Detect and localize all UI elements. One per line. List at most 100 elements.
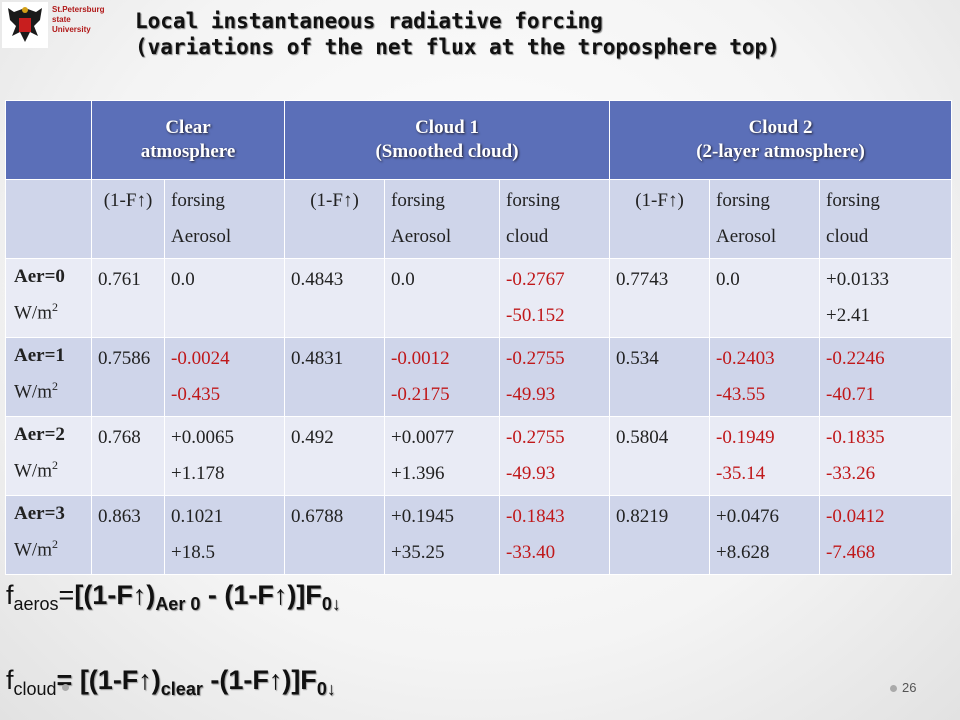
formula-cloud: fcloud= [(1-F↑)clear -(1-F↑)]F0↓ [6,665,336,700]
data-row: Aer=2 W/m2 0.768 +0.0065 +1.178 0.492 +0.0077 +… [5,416,953,496]
cell-value: 0.7586 [98,348,151,369]
data-cell: 0.8219 [609,495,711,575]
cell-value: +1.396 [391,463,445,484]
row-label: Aer=2 W/m2 [5,416,92,496]
bullet-dot [890,685,897,692]
formula-part: = [58,580,75,610]
data-cell: 0.4843 [284,258,386,338]
formula-part: Aer 0 [155,594,201,614]
data-cell: 0.492 [284,416,386,496]
cell-value: 0.7743 [616,269,669,290]
row-label: Aer=3 W/m2 [5,495,92,575]
data-row: Aer=1 W/m2 0.7586 -0.0024 -0.435 0.4831 -0.001… [5,337,953,417]
logo-line: St.Petersburg [52,5,105,14]
data-cell: -0.2767 -50.152 [499,258,611,338]
unit-exponent: 2 [52,537,58,551]
subheader-line: (1-F↑) [103,190,153,211]
cell-value: 0.4843 [291,269,344,290]
data-cell: -0.0012 -0.2175 [384,337,501,417]
slide-title: Local instantaneous radiative forcing (va… [135,8,780,60]
cell-value: -33.26 [826,463,876,484]
cell-value: +2.41 [826,305,870,326]
cell-value: +8.628 [716,542,770,563]
data-cell: 0.0 [384,258,501,338]
results-table: Clear atmosphere Cloud 1 (Smoothed cloud) Cl… [5,100,953,575]
cell-value: -0.1949 [716,427,775,448]
data-cell: -0.1843 -33.40 [499,495,611,575]
subheader-line: forsing [391,190,445,211]
cell-value: -49.93 [506,463,556,484]
cell-value: 0.0 [391,269,415,290]
logo-text: St.Petersburg state University [52,5,104,35]
data-cell: +0.0476 +8.628 [709,495,821,575]
page-number: 26 [902,680,917,695]
cell-value: 0.768 [98,427,141,448]
cell-value: -49.93 [506,384,556,405]
formula-part: aeros [13,594,59,614]
logo-crest [2,2,48,48]
cell-value: -0.2175 [391,384,450,405]
cell-value: -40.71 [826,384,876,405]
cell-value: 0.0 [171,269,195,290]
subheader-line: Aerosol [716,226,777,247]
header-cell: Cloud 1 (Smoothed cloud) [284,100,611,180]
subheader-line: Aerosol [171,226,232,247]
data-cell: 0.768 [91,416,165,496]
data-cell: 0.5804 [609,416,711,496]
data-cell: -0.0024 -0.435 [163,337,286,417]
header-cell: Cloud 2 (2-layer atmosphere) [609,100,953,180]
header-line: Cloud 1 [415,117,479,138]
data-cell: -0.2246 -40.71 [819,337,953,417]
cell-value: 0.761 [98,269,141,290]
cell-value: +0.0133 [826,269,889,290]
data-cell: 0.7586 [91,337,165,417]
row-unit: W/m2 [14,371,85,407]
data-cell: 0.761 [91,258,165,338]
subheader-cell: forsing Aerosol [709,179,821,259]
data-cell: 0.1021 +18.5 [163,495,286,575]
data-cell: 0.4831 [284,337,386,417]
cell-value: -0.1843 [506,506,565,527]
row-label-text: Aer=0 [14,266,65,287]
unit-exponent: 2 [52,300,58,314]
data-cell: -0.2755 -49.93 [499,416,611,496]
subheader-cell: forsing Aerosol [163,179,286,259]
row-unit: W/m2 [14,529,85,565]
cell-value: +18.5 [171,542,215,563]
unit-text: W/m [14,302,52,324]
cell-value: 0.492 [291,427,334,448]
logo-line: University [52,25,91,34]
cell-value: +0.1945 [391,506,454,527]
formula-part: - (1-F↑)]F [200,580,322,610]
unit-text: W/m [14,539,52,561]
row-label-text: Aer=2 [14,424,65,445]
cell-value: 0.4831 [291,348,344,369]
formula-part: 0↓ [316,679,336,699]
formula-part: clear [160,679,203,699]
data-cell: 0.7743 [609,258,711,338]
title-line: (variations of the net flux at the tropo… [135,35,780,59]
subheader-line: cloud [826,226,869,247]
cell-value: -43.55 [716,384,766,405]
subheader-row: (1-F↑) forsing Aerosol (1-F↑) forsing Aerosol… [5,179,953,259]
cell-value: 0.534 [616,348,659,369]
formula-part: cloud [13,679,57,699]
unit-exponent: 2 [52,379,58,393]
cell-value: -0.2755 [506,348,565,369]
cell-value: -7.468 [826,542,876,563]
cell-value: -0.1835 [826,427,885,448]
subheader-line: cloud [506,226,549,247]
data-cell: -0.0412 -7.468 [819,495,953,575]
title-line: Local instantaneous radiative forcing [135,9,603,33]
data-cell: -0.1949 -35.14 [709,416,821,496]
unit-text: W/m [14,381,52,403]
cell-value: 0.5804 [616,427,669,448]
formula-part: = [(1-F↑) [56,665,161,695]
header-row: Clear atmosphere Cloud 1 (Smoothed cloud) Cl… [5,100,953,180]
data-cell: +0.1945 +35.25 [384,495,501,575]
header-line: Clear [165,117,211,138]
row-label: Aer=0 W/m2 [5,258,92,338]
cell-value: +0.0476 [716,506,779,527]
cell-value: -0.2767 [506,269,565,290]
